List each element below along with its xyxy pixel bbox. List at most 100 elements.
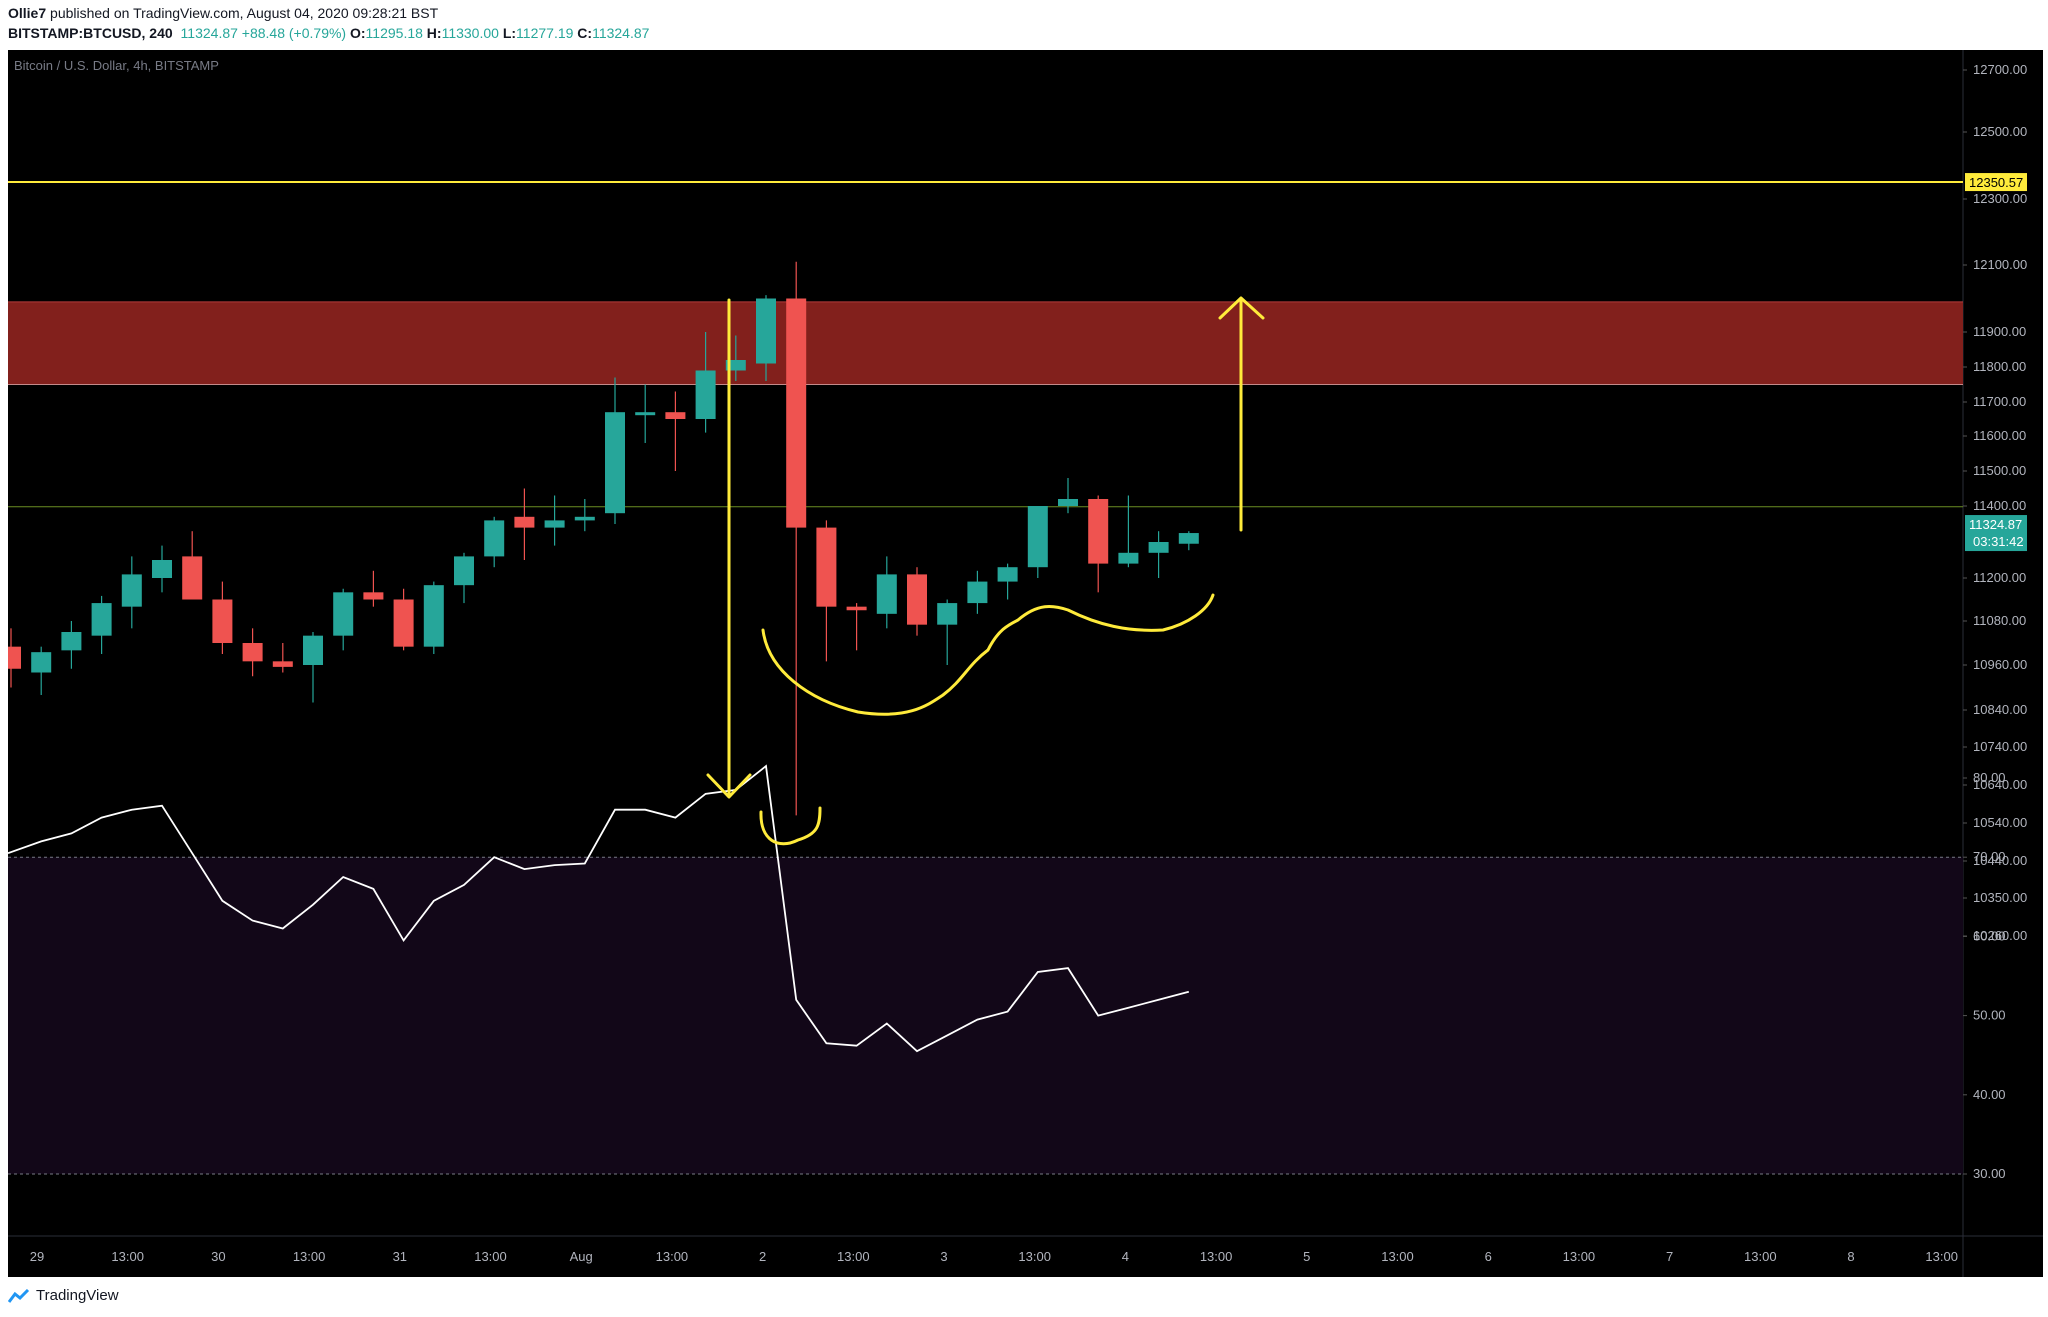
- down-arrow-head: [706, 773, 752, 799]
- candle-body: [272, 661, 293, 667]
- candle: [91, 595, 112, 654]
- candle-body: [967, 581, 988, 604]
- price-tick-label: 11080.00: [1973, 613, 2026, 628]
- candle: [363, 570, 384, 607]
- candle-body: [363, 592, 384, 600]
- candle: [997, 563, 1018, 600]
- time-tick-label: 8: [1847, 1249, 1854, 1264]
- last-price-label-bg: [1965, 515, 2027, 552]
- rsi-tick-label: 80.00: [1973, 770, 2006, 785]
- resistance-zone: [8, 301, 1963, 385]
- chart-area[interactable]: Bitcoin / U.S. Dollar, 4h, BITSTAMPRSI (…: [8, 50, 2043, 1277]
- price-tick-label: 12300.00: [1973, 191, 2027, 206]
- low-value: 11277.19: [516, 25, 574, 41]
- time-tick-label: 30: [211, 1249, 225, 1264]
- candle-body: [1088, 499, 1109, 564]
- candle-body: [1148, 542, 1169, 553]
- price-change: +88.48 (+0.79%): [241, 25, 347, 41]
- candle-body: [1058, 499, 1078, 506]
- chart-canvas[interactable]: Bitcoin / U.S. Dollar, 4h, BITSTAMPRSI (…: [8, 50, 2043, 1277]
- price-tick-label: 10960.00: [1973, 657, 2027, 672]
- price-tick-label: 10840.00: [1973, 702, 2027, 717]
- tradingview-logo[interactable]: TradingView: [8, 1287, 119, 1304]
- yellow-level-label-bg: [1965, 173, 2027, 192]
- candle: [937, 599, 958, 665]
- candle-body: [605, 412, 625, 514]
- time-tick-label: 13:00: [474, 1249, 507, 1264]
- candle: [1058, 478, 1078, 514]
- time-tick-label: 5: [1303, 1249, 1310, 1264]
- time-tick-label: 4: [1122, 1249, 1129, 1264]
- candle: [1148, 531, 1169, 578]
- high-label: H:: [426, 25, 442, 41]
- candle-body: [182, 556, 203, 600]
- candle: [1027, 506, 1048, 578]
- candle-body: [484, 520, 505, 557]
- up-arrow-head: [1218, 296, 1265, 320]
- rsi-line: [8, 764, 1190, 1053]
- price-tick-label: 11500.00: [1973, 463, 2026, 478]
- rounded-bottom-curve: [761, 593, 1215, 716]
- candle-body: [876, 574, 897, 614]
- candle: [695, 332, 716, 433]
- price-tick-label: 11200.00: [1973, 570, 2026, 585]
- time-tick-label: 13:00: [1381, 1249, 1414, 1264]
- open-value: 11295.18: [365, 25, 423, 41]
- time-tick-label: 13:00: [837, 1249, 870, 1264]
- last-price: 11324.87: [180, 25, 238, 41]
- candle-body: [514, 516, 535, 528]
- publish-line: Ollie7 published on TradingView.com, Aug…: [8, 5, 438, 21]
- candle: [333, 588, 354, 651]
- yellow-level-label: 12350.57: [1969, 175, 2023, 190]
- time-tick-label: 2: [759, 1249, 766, 1264]
- candle: [484, 516, 505, 568]
- price-tick-label: 10260.00: [1973, 928, 2027, 943]
- candle-body: [786, 298, 807, 528]
- time-tick-label: 29: [30, 1249, 44, 1264]
- candle: [1088, 495, 1109, 593]
- candle-body: [152, 560, 172, 578]
- candle: [967, 570, 988, 614]
- rsi-tick-label: 40.00: [1973, 1087, 2006, 1102]
- price-tick-label: 11400.00: [1973, 498, 2026, 513]
- candle: [786, 261, 807, 816]
- candle: [423, 581, 444, 654]
- chart-header: Ollie7 published on TradingView.com, Aug…: [0, 0, 2048, 46]
- candle: [544, 495, 565, 546]
- candle-body: [91, 603, 112, 636]
- candle: [725, 335, 746, 381]
- price-tick-label: 12500.00: [1973, 124, 2027, 139]
- time-tick-label: 13:00: [656, 1249, 689, 1264]
- candle: [846, 603, 867, 651]
- price-tick-label: 10350.00: [1973, 890, 2027, 905]
- candle: [212, 581, 233, 654]
- candle: [8, 628, 21, 688]
- candle-body: [333, 592, 354, 636]
- candle-body: [544, 520, 565, 528]
- time-tick-label: 13:00: [1925, 1249, 1958, 1264]
- candle-body: [756, 298, 776, 364]
- annotations: [706, 296, 1265, 846]
- time-tick-label: 7: [1666, 1249, 1673, 1264]
- symbol-label: BITSTAMP:BTCUSD, 240: [8, 25, 173, 41]
- candle-body: [665, 412, 686, 419]
- time-tick-label: 31: [393, 1249, 407, 1264]
- rsi-tick-label: 30.00: [1973, 1166, 2006, 1181]
- candle-body: [846, 606, 867, 611]
- candle: [665, 391, 686, 471]
- price-pane-bg: [8, 50, 1963, 960]
- candle: [393, 588, 414, 651]
- rsi-tick-label: 70.00: [1973, 849, 2006, 864]
- candle-body: [907, 574, 927, 625]
- price-tick-label: 11900.00: [1973, 324, 2026, 339]
- candle: [1118, 495, 1139, 568]
- candle-body: [454, 556, 474, 586]
- author-name[interactable]: Ollie7: [8, 5, 47, 21]
- candle: [907, 567, 927, 636]
- last-price-label: 11324.87: [1969, 517, 2022, 532]
- candle: [454, 552, 474, 604]
- candle-body: [393, 599, 414, 647]
- price-tick-label: 11600.00: [1973, 428, 2026, 443]
- candle-body: [695, 370, 716, 419]
- time-tick-label: 13:00: [1018, 1249, 1051, 1264]
